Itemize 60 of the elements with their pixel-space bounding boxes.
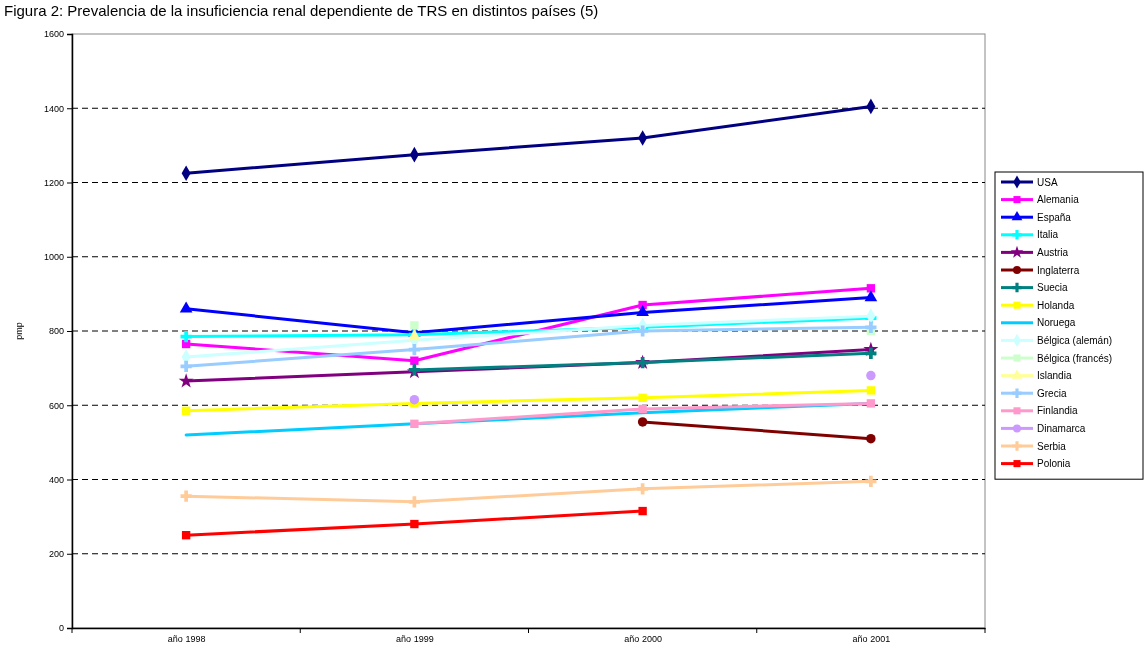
point xyxy=(409,394,420,405)
point xyxy=(638,506,647,516)
legend-label: Holanda xyxy=(1037,299,1075,311)
legend-label: España xyxy=(1037,211,1072,223)
point xyxy=(866,370,876,381)
point xyxy=(410,356,419,365)
point xyxy=(410,519,419,529)
legend-label: Bélgica (francés) xyxy=(1037,352,1113,364)
point xyxy=(181,406,191,415)
legend-label: Austria xyxy=(1037,246,1069,258)
point xyxy=(636,305,649,317)
point xyxy=(638,404,647,414)
point xyxy=(179,301,193,313)
legend-label: Italia xyxy=(1037,229,1059,241)
point xyxy=(180,360,192,372)
y-tick-label: 1000 xyxy=(43,252,64,263)
y-tick-label: 1600 xyxy=(43,29,64,40)
legend-label: Grecia xyxy=(1037,387,1067,399)
legend-label: Bélgica (alemán) xyxy=(1037,334,1113,346)
point xyxy=(180,330,192,343)
point xyxy=(866,386,876,395)
legend-label: Alemania xyxy=(1037,194,1080,206)
point xyxy=(178,373,194,388)
legend-label: Serbia xyxy=(1037,440,1067,452)
y-tick-label: 200 xyxy=(48,549,64,560)
y-axis-title: pmp xyxy=(14,322,24,340)
point xyxy=(637,483,649,495)
point xyxy=(865,347,877,359)
y-tick-label: 1400 xyxy=(43,103,64,114)
x-tick-label: año 2001 xyxy=(852,634,891,645)
x-tick-label: año 2000 xyxy=(624,634,662,645)
point xyxy=(181,531,191,540)
point xyxy=(180,490,192,502)
y-tick-label: 800 xyxy=(48,326,64,337)
point xyxy=(866,399,876,408)
point xyxy=(637,325,649,337)
legend-label: Dinamarca xyxy=(1037,422,1086,434)
legend-label: Islandia xyxy=(1037,370,1072,382)
x-tick-label: año 1999 xyxy=(396,634,434,645)
legend-label: Inglaterra xyxy=(1037,264,1080,276)
point xyxy=(865,321,877,333)
x-tick-label: año 1998 xyxy=(167,634,206,645)
y-tick-label: 600 xyxy=(48,400,64,411)
chart-title: Figura 2: Prevalencia de la insuficiencia renal dependiente de TRS en distintos países (5) xyxy=(4,2,599,19)
y-tick-label: 400 xyxy=(48,474,64,485)
point xyxy=(866,433,876,444)
point xyxy=(637,417,648,427)
point xyxy=(864,290,878,302)
point xyxy=(410,419,419,428)
legend-label: Finlandia xyxy=(1037,405,1079,417)
point xyxy=(408,496,420,508)
point xyxy=(410,321,419,330)
legend-label: USA xyxy=(1037,176,1058,188)
legend-label: Suecia xyxy=(1037,282,1069,294)
y-tick-label: 0 xyxy=(58,623,64,634)
point xyxy=(638,393,647,403)
legend-label: Noruega xyxy=(1037,317,1076,329)
point xyxy=(865,475,877,487)
legend-label: Polonia xyxy=(1037,458,1071,470)
y-tick-label: 1200 xyxy=(43,177,64,188)
